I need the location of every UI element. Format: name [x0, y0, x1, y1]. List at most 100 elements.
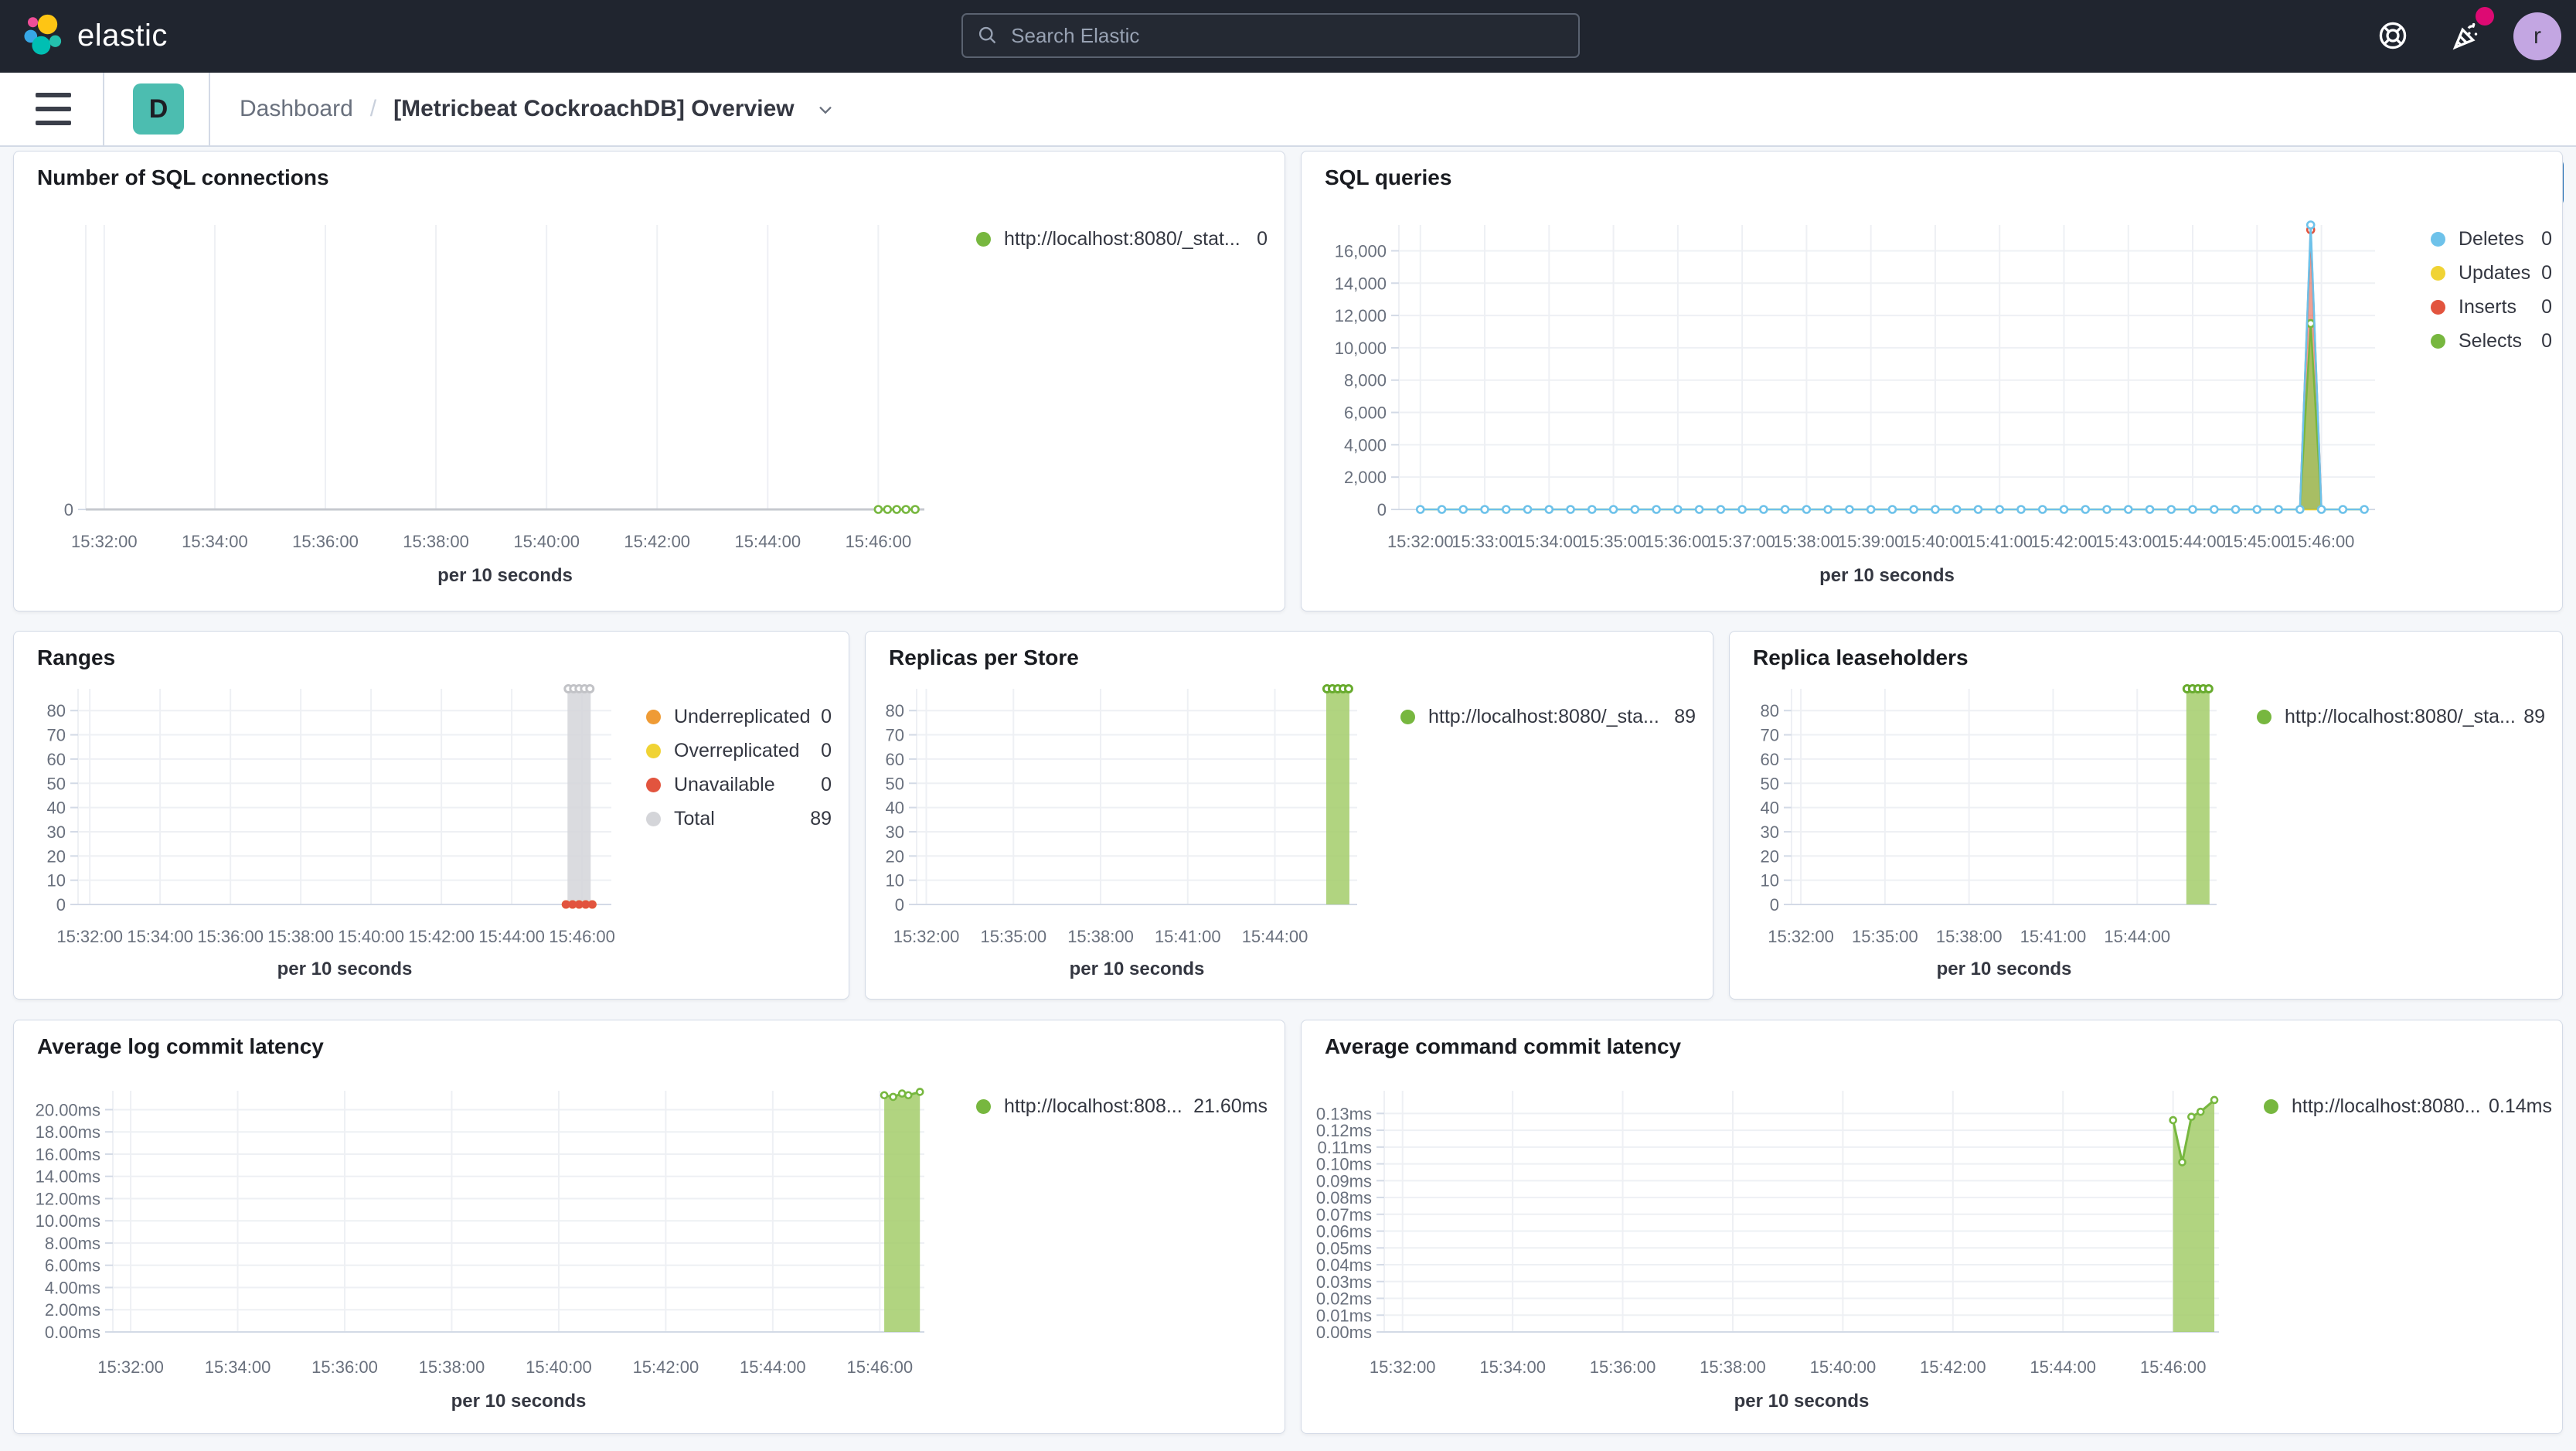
user-avatar[interactable]: r: [2513, 12, 2561, 60]
svg-text:50: 50: [47, 774, 66, 793]
svg-text:4.00ms: 4.00ms: [45, 1278, 100, 1297]
svg-text:40: 40: [47, 799, 66, 818]
divider: [209, 73, 210, 145]
legend-item[interactable]: http://localhost:8080... 0.14ms: [2264, 1093, 2552, 1119]
svg-text:60: 60: [47, 750, 66, 769]
svg-text:18.00ms: 18.00ms: [36, 1122, 100, 1142]
svg-text:15:44:00: 15:44:00: [734, 532, 801, 551]
svg-text:0.12ms: 0.12ms: [1316, 1121, 1372, 1140]
svg-text:15:40:00: 15:40:00: [338, 927, 404, 946]
svg-text:15:33:00: 15:33:00: [1451, 532, 1518, 551]
breadcrumb-dashboard[interactable]: Dashboard: [240, 96, 353, 121]
legend-series-value: 0: [2541, 261, 2552, 284]
svg-text:15:32:00: 15:32:00: [1370, 1357, 1436, 1377]
chart-canvas[interactable]: 15:32:00 15:34:00 15:36:00 15:38:00 15:40:00…: [1302, 1020, 2562, 1433]
elastic-logo[interactable]: elastic: [22, 13, 168, 58]
chart-canvas[interactable]: 15:32:00 15:34:00 15:36:00 15:38:00 15:40:00…: [14, 152, 1285, 611]
legend-series-label: Selects: [2459, 329, 2522, 352]
panel-number-of-sql-connections: Number of SQL connections 15:32:00 15:34:…: [13, 151, 1285, 611]
legend-series-value: 89: [810, 807, 832, 829]
legend-item[interactable]: Inserts 0: [2431, 294, 2552, 320]
svg-text:40: 40: [886, 799, 904, 818]
legend-item[interactable]: http://localhost:808... 21.60ms: [976, 1093, 1268, 1119]
legend-item[interactable]: http://localhost:8080/_stat... 0: [976, 226, 1268, 252]
legend-item[interactable]: Overreplicated 0: [646, 737, 832, 764]
chart-canvas[interactable]: 15:32:00 15:34:00 15:36:00 15:38:00 15:40:00…: [14, 1020, 1285, 1433]
search-input[interactable]: [1009, 22, 1564, 49]
chart-canvas[interactable]: 15:32:00 15:33:00 15:34:00 15:35:00 15:36:00…: [1302, 152, 2562, 611]
svg-text:15:32:00: 15:32:00: [97, 1357, 164, 1377]
dashboard-app-badge[interactable]: D: [133, 83, 184, 135]
legend-series-dot: [646, 743, 661, 758]
svg-text:20: 20: [886, 846, 904, 866]
notification-dot: [2476, 7, 2494, 26]
svg-text:0.09ms: 0.09ms: [1316, 1171, 1372, 1190]
svg-text:15:40:00: 15:40:00: [1810, 1357, 1877, 1377]
legend-item[interactable]: http://localhost:8080/_sta... 89: [2257, 703, 2545, 730]
svg-text:per 10 seconds: per 10 seconds: [277, 959, 413, 979]
svg-text:15:32:00: 15:32:00: [1768, 927, 1834, 946]
svg-text:30: 30: [886, 823, 904, 842]
newsfeed-icon[interactable]: [2448, 17, 2486, 54]
svg-text:40: 40: [1761, 799, 1779, 818]
svg-text:0.02ms: 0.02ms: [1316, 1289, 1372, 1309]
legend-series-label: Deletes: [2459, 227, 2524, 250]
svg-text:15:38:00: 15:38:00: [1936, 927, 2003, 946]
panel-ranges: Ranges 15:32:00 15:34:00 15:36:00 15:38:00 1…: [13, 631, 849, 1000]
svg-text:30: 30: [1761, 823, 1779, 842]
chart-canvas[interactable]: 15:32:00 15:35:00 15:38:00 15:41:00 15:44:00…: [1730, 632, 2562, 999]
svg-text:per 10 seconds: per 10 seconds: [451, 1391, 587, 1412]
legend-item[interactable]: Unavailable 0: [646, 771, 832, 798]
panel-title: Ranges: [37, 645, 116, 669]
legend-item[interactable]: Selects 0: [2431, 328, 2552, 354]
legend-series-value: 0: [2541, 227, 2552, 250]
svg-text:30: 30: [47, 823, 66, 842]
svg-text:50: 50: [1761, 774, 1779, 793]
page-title[interactable]: [Metricbeat CockroachDB] Overview: [393, 96, 795, 121]
chart-canvas[interactable]: 15:32:00 15:35:00 15:38:00 15:41:00 15:44:00…: [866, 632, 1713, 999]
svg-text:0: 0: [1770, 895, 1779, 915]
menu-button[interactable]: [36, 93, 71, 125]
svg-text:15:34:00: 15:34:00: [1516, 532, 1582, 551]
avatar-initial: r: [2533, 23, 2541, 49]
help-icon[interactable]: [2374, 17, 2411, 54]
svg-text:15:42:00: 15:42:00: [633, 1357, 699, 1377]
breadcrumb: Dashboard / [Metricbeat CockroachDB] Ove…: [240, 73, 836, 145]
svg-text:15:42:00: 15:42:00: [1920, 1357, 1986, 1377]
chart-canvas[interactable]: 15:32:00 15:34:00 15:36:00 15:38:00 15:40:00…: [14, 632, 849, 999]
svg-text:4,000: 4,000: [1344, 435, 1387, 455]
legend-item[interactable]: Deletes 0: [2431, 226, 2552, 252]
legend-series-label: http://localhost:8080...: [2292, 1095, 2480, 1117]
divider: [103, 73, 104, 145]
app-badge-letter: D: [148, 94, 168, 124]
svg-text:per 10 seconds: per 10 seconds: [1937, 959, 2072, 979]
svg-text:0.00ms: 0.00ms: [1316, 1323, 1372, 1342]
svg-text:10: 10: [1761, 871, 1779, 891]
svg-text:15:38:00: 15:38:00: [1700, 1357, 1766, 1377]
svg-text:20.00ms: 20.00ms: [36, 1100, 100, 1119]
chevron-down-icon[interactable]: [815, 98, 836, 120]
svg-text:50: 50: [886, 774, 904, 793]
svg-text:15:44:00: 15:44:00: [2159, 532, 2226, 551]
legend-item[interactable]: http://localhost:8080/_sta... 89: [1400, 703, 1696, 730]
search-icon: [978, 26, 996, 44]
svg-text:8.00ms: 8.00ms: [45, 1234, 100, 1253]
legend-item[interactable]: Updates 0: [2431, 260, 2552, 286]
svg-text:2,000: 2,000: [1344, 468, 1387, 487]
svg-text:15:46:00: 15:46:00: [846, 1357, 913, 1377]
svg-text:15:38:00: 15:38:00: [1774, 532, 1840, 551]
svg-text:0.10ms: 0.10ms: [1316, 1155, 1372, 1174]
global-search[interactable]: [961, 13, 1580, 58]
svg-text:15:35:00: 15:35:00: [1852, 927, 1918, 946]
legend-item[interactable]: Underreplicated 0: [646, 703, 832, 730]
svg-text:15:46:00: 15:46:00: [2288, 532, 2355, 551]
svg-text:0.13ms: 0.13ms: [1316, 1104, 1372, 1123]
legend-series-label: Updates: [2459, 261, 2531, 284]
panel-avg-log-commit-latency: Average log commit latency 15:32:00 15:34…: [13, 1020, 1285, 1434]
svg-text:80: 80: [1761, 701, 1779, 720]
legend-item[interactable]: Total 89: [646, 806, 832, 832]
panel-replicas-per-store: Replicas per Store 15:32:00 15:35:00 15:38…: [865, 631, 1713, 1000]
legend-series-dot: [1400, 709, 1415, 724]
svg-text:per 10 seconds: per 10 seconds: [1734, 1391, 1870, 1412]
panel-title: Replica leaseholders: [1753, 645, 1969, 669]
